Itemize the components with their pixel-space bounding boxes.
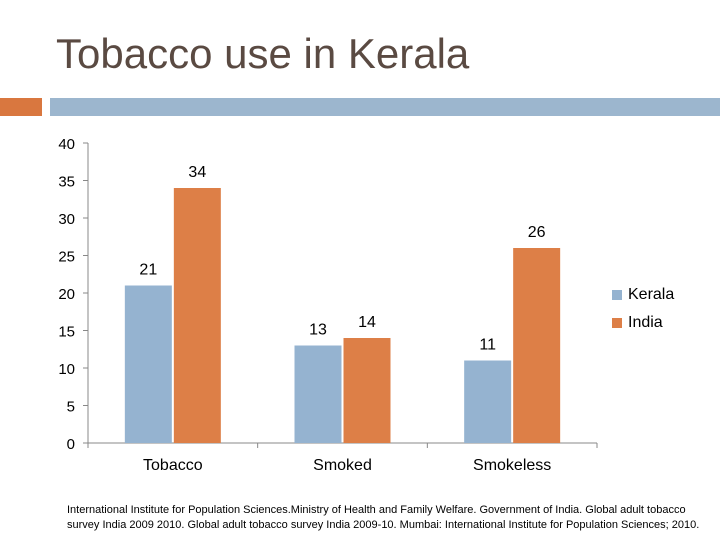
- legend-label-kerala: Kerala: [628, 286, 675, 303]
- bar-kerala-smokeless: [464, 360, 512, 443]
- y-tick-label: 0: [67, 436, 75, 453]
- y-tick-label: 35: [58, 174, 75, 191]
- y-tick-label: 25: [58, 249, 75, 266]
- bar-india-smokeless: [513, 248, 561, 443]
- data-label-kerala-tobacco: 21: [139, 262, 157, 279]
- bar-india-smoked: [343, 338, 391, 443]
- y-tick-label: 15: [58, 324, 75, 341]
- y-tick-label: 5: [67, 399, 75, 416]
- y-tick-label: 30: [58, 211, 75, 228]
- data-label-india-tobacco: 34: [188, 164, 206, 181]
- legend-label-india: India: [628, 314, 663, 331]
- chart-legend: Kerala India: [612, 281, 674, 337]
- y-tick-label: 20: [58, 286, 75, 303]
- y-tick-label: 40: [58, 136, 75, 153]
- source-citation: International Institute for Population S…: [67, 504, 700, 531]
- legend-swatch-india: [612, 318, 622, 328]
- y-tick-label: 10: [58, 361, 75, 378]
- legend-item-india: India: [612, 309, 674, 337]
- title-accent-bar-orange: [0, 98, 42, 116]
- title-accent-bar-blue: [50, 98, 720, 116]
- x-category-label: Smoked: [313, 457, 372, 474]
- legend-swatch-kerala: [612, 290, 622, 300]
- legend-item-kerala: Kerala: [612, 281, 674, 309]
- bar-kerala-tobacco: [124, 285, 172, 443]
- x-category-label: Tobacco: [143, 457, 203, 474]
- data-label-india-smoked: 14: [358, 314, 376, 331]
- bar-chart: 0 5 10 15 20 25 30 35 40 21 34 Tobacco 13 14 Smoked 11 2…: [58, 136, 598, 474]
- bar-india-tobacco: [173, 188, 221, 443]
- data-label-kerala-smokeless: 11: [479, 337, 496, 354]
- data-label-kerala-smoked: 13: [309, 322, 327, 339]
- bar-kerala-smoked: [294, 345, 342, 443]
- data-label-india-smokeless: 26: [528, 224, 546, 241]
- x-category-label: Smokeless: [473, 457, 551, 474]
- slide-title: Tobacco use in Kerala: [56, 30, 470, 77]
